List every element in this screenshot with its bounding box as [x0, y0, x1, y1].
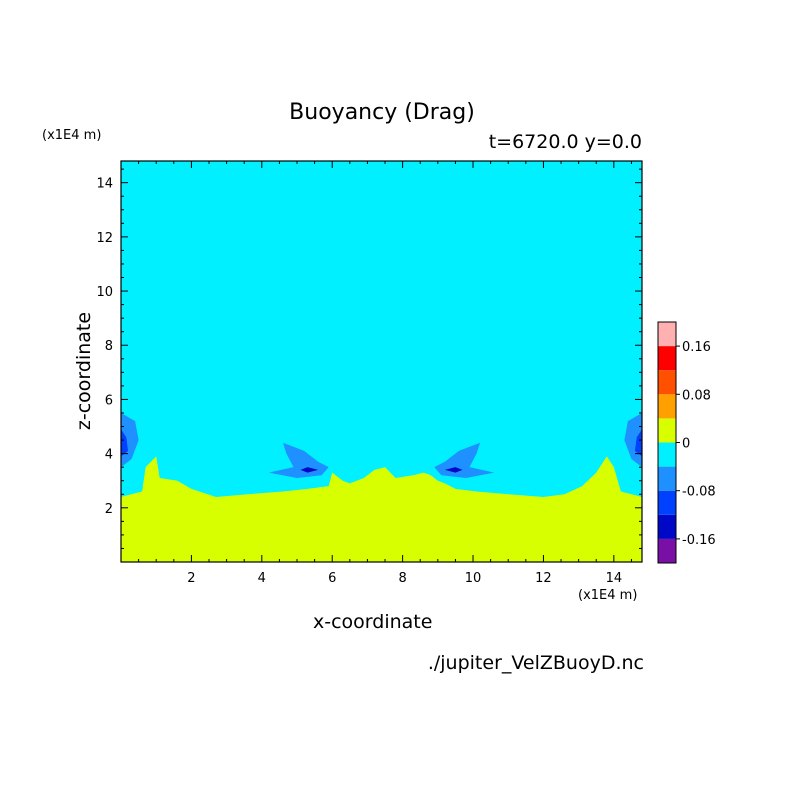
colorbar-segment	[658, 346, 676, 371]
y-tick-label: 2	[105, 502, 113, 517]
region-neg-blob-left-core	[300, 467, 319, 473]
region-lower-layer	[121, 456, 642, 562]
y-tick-label: 4	[105, 448, 113, 463]
x-tick-label: 8	[398, 571, 406, 586]
colorbar-segment	[658, 538, 676, 563]
colorbar-segment	[658, 418, 676, 443]
colorbar-segment	[658, 442, 676, 467]
colorbar-tick-label: -0.08	[682, 485, 716, 500]
region-neg-blob-right-core	[444, 467, 463, 473]
colorbar-tick-label: 0.16	[682, 340, 711, 355]
colorbar-segment	[658, 370, 676, 395]
colorbar-segment	[658, 322, 676, 347]
colorbar-tick-label: 0.08	[682, 388, 711, 403]
y-tick-label: 12	[96, 231, 113, 246]
y-tick-label: 6	[105, 393, 113, 408]
colorbar-segment	[658, 514, 676, 539]
colorbar-segment	[658, 466, 676, 491]
axes: 2 4 6 8 10 12 14 2 4 6 8 10 12 14	[96, 160, 643, 586]
chart-title: Buoyancy (Drag)	[289, 100, 475, 125]
source-file-label: ./jupiter_VelZBuoyD.nc	[427, 652, 644, 674]
x-tick-label: 10	[465, 571, 482, 586]
colorbar: 0.16 0.08 0 -0.08 -0.16	[657, 321, 716, 564]
x-axis-label: x-coordinate	[313, 611, 433, 633]
plot-area	[121, 161, 642, 562]
colorbar-segment	[658, 490, 676, 515]
region-neg-left-edge-core	[121, 429, 129, 457]
region-neg-right-edge-core	[634, 429, 642, 457]
plot-frame	[120, 160, 643, 563]
x-tick-label: 14	[606, 571, 623, 586]
y-tick-label: 8	[105, 339, 113, 354]
y-tick-label: 14	[96, 177, 113, 192]
x-tick-label: 2	[187, 571, 195, 586]
chart-subtitle: t=6720.0 y=0.0	[488, 131, 642, 153]
colorbar-tick-label: 0	[682, 437, 690, 452]
x-tick-label: 4	[258, 571, 266, 586]
x-tick-label: 12	[535, 571, 552, 586]
x-axis-unit: (x1E4 m)	[578, 588, 638, 603]
colorbar-tick-label: -0.16	[682, 533, 716, 548]
y-tick-label: 10	[96, 285, 113, 300]
y-axis-unit: (x1E4 m)	[42, 128, 102, 143]
colorbar-segment	[658, 394, 676, 419]
x-tick-label: 6	[328, 571, 336, 586]
